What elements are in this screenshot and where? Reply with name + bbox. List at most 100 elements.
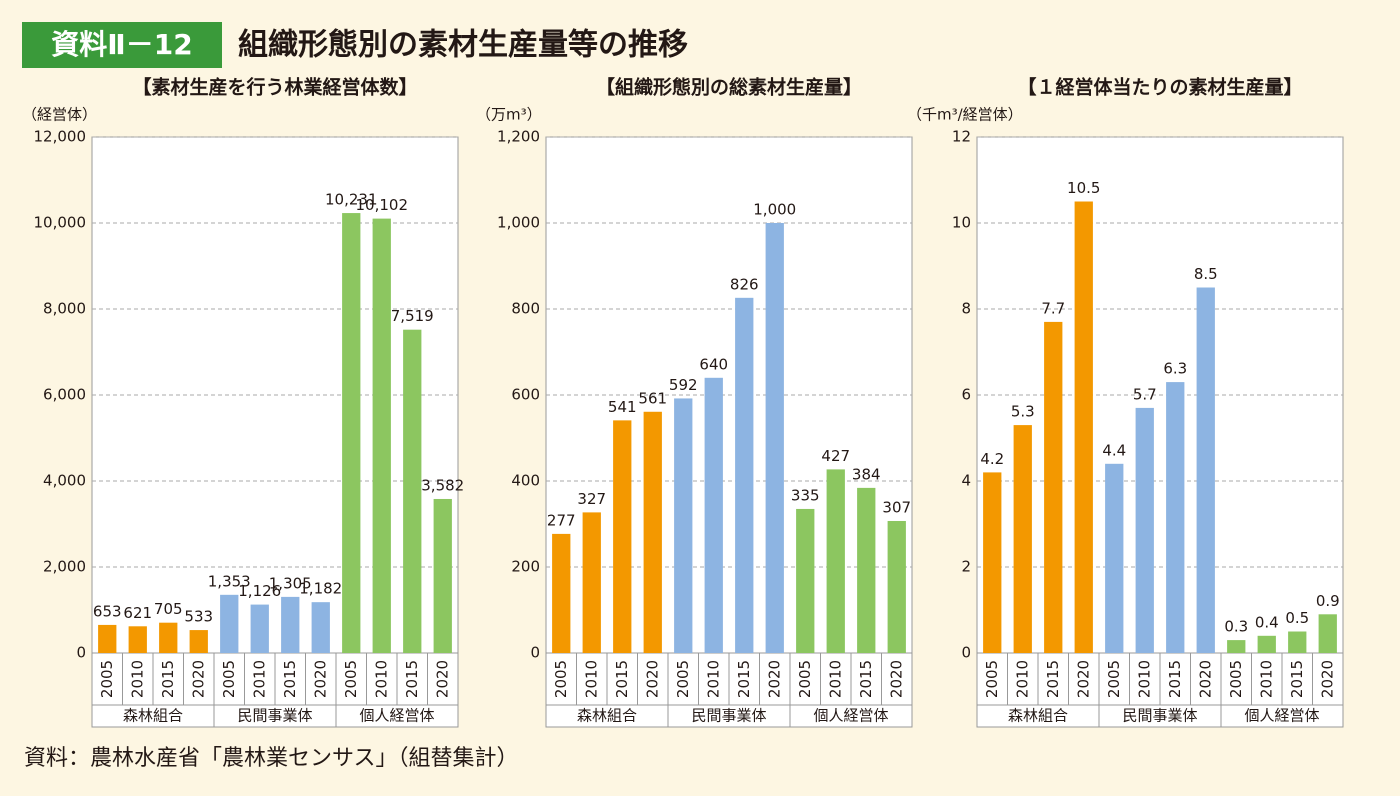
value-label: 1,000 bbox=[753, 201, 796, 219]
value-label: 640 bbox=[699, 355, 728, 373]
bar bbox=[372, 218, 391, 653]
x-tick-label: 2005 bbox=[1105, 660, 1123, 698]
x-tick-label: 2020 bbox=[643, 660, 661, 698]
x-tick-label: 2020 bbox=[887, 660, 905, 698]
bar bbox=[159, 622, 178, 653]
value-label: 0.9 bbox=[1316, 592, 1340, 610]
y-tick-label: 4,000 bbox=[43, 472, 86, 490]
bar bbox=[765, 223, 784, 653]
bar bbox=[552, 533, 571, 653]
group-label: 森林組合 bbox=[577, 707, 637, 725]
x-tick-label: 2020 bbox=[189, 660, 207, 698]
x-tick-label: 2005 bbox=[1227, 660, 1245, 698]
y-tick-label: 6,000 bbox=[43, 386, 86, 404]
bar bbox=[128, 626, 147, 653]
x-tick-label: 2020 bbox=[1318, 660, 1336, 698]
value-label: 1,353 bbox=[208, 572, 251, 590]
x-tick-label: 2010 bbox=[1013, 660, 1031, 698]
x-tick-label: 2005 bbox=[220, 660, 238, 698]
x-tick-label: 2005 bbox=[983, 660, 1001, 698]
x-tick-label: 2015 bbox=[403, 660, 421, 698]
y-tick-label: 0 bbox=[76, 644, 86, 662]
x-tick-label: 2005 bbox=[796, 660, 814, 698]
y-axis-label: （千m³/経営体） bbox=[907, 106, 1023, 124]
x-tick-label: 2020 bbox=[1074, 660, 1092, 698]
y-tick-label: 2 bbox=[961, 558, 971, 576]
x-tick-label: 2005 bbox=[552, 660, 570, 698]
x-tick-label: 2020 bbox=[1196, 660, 1214, 698]
value-label: 561 bbox=[638, 389, 667, 407]
value-label: 4.2 bbox=[980, 450, 1004, 468]
bar bbox=[826, 469, 845, 653]
value-label: 6.3 bbox=[1163, 360, 1187, 378]
bar bbox=[98, 624, 117, 653]
x-tick-label: 2020 bbox=[765, 660, 783, 698]
y-tick-label: 8,000 bbox=[43, 300, 86, 318]
bar bbox=[582, 512, 601, 653]
x-tick-label: 2010 bbox=[1257, 660, 1275, 698]
y-tick-label: 0 bbox=[961, 644, 971, 662]
y-tick-label: 4 bbox=[961, 472, 971, 490]
x-tick-label: 2010 bbox=[582, 660, 600, 698]
bar bbox=[311, 602, 330, 653]
bar bbox=[1196, 287, 1215, 653]
y-tick-label: 600 bbox=[511, 386, 540, 404]
x-tick-label: 2015 bbox=[1288, 660, 1306, 698]
y-axis-label: （経営体） bbox=[22, 106, 97, 124]
value-label: 653 bbox=[93, 602, 122, 620]
value-label: 335 bbox=[791, 486, 820, 504]
y-tick-label: 400 bbox=[511, 472, 540, 490]
bar bbox=[1288, 631, 1307, 653]
y-tick-label: 1,000 bbox=[497, 214, 540, 232]
bar bbox=[433, 498, 452, 653]
x-tick-label: 2015 bbox=[1044, 660, 1062, 698]
bar bbox=[1318, 614, 1337, 653]
group-label: 個人経営体 bbox=[813, 707, 888, 725]
y-tick-label: 1,200 bbox=[497, 128, 540, 146]
value-label: 826 bbox=[730, 275, 759, 293]
source: 資料：農林水産省「農林業センサス」（組替集計） bbox=[24, 746, 519, 771]
page-title: 組織形態別の素材生産量等の推移 bbox=[238, 28, 688, 63]
bar bbox=[857, 487, 876, 653]
value-label: 0.3 bbox=[1224, 618, 1248, 636]
value-label: 427 bbox=[821, 447, 850, 465]
value-label: 705 bbox=[154, 600, 183, 618]
bar bbox=[674, 398, 693, 653]
group-label: 民間事業体 bbox=[691, 707, 766, 725]
label-box bbox=[22, 22, 222, 68]
x-tick-label: 2005 bbox=[98, 660, 116, 698]
x-tick-label: 2020 bbox=[433, 660, 451, 698]
value-label: 533 bbox=[184, 608, 213, 626]
bar bbox=[250, 604, 269, 653]
x-tick-label: 2015 bbox=[613, 660, 631, 698]
y-tick-label: 12 bbox=[952, 128, 971, 146]
bar bbox=[1135, 407, 1154, 653]
bar bbox=[643, 411, 662, 653]
x-tick-label: 2010 bbox=[826, 660, 844, 698]
y-axis-label: （万m³） bbox=[476, 106, 542, 124]
y-tick-label: 800 bbox=[511, 300, 540, 318]
bar bbox=[220, 594, 239, 653]
y-tick-label: 6 bbox=[961, 386, 971, 404]
bar bbox=[342, 213, 361, 653]
bar bbox=[983, 472, 1002, 653]
value-label: 0.5 bbox=[1285, 609, 1309, 627]
x-tick-label: 2020 bbox=[311, 660, 329, 698]
bar bbox=[1013, 425, 1032, 653]
chart-title: 【１経営体当たりの素材生産量】 bbox=[1017, 76, 1302, 99]
value-label: 277 bbox=[547, 511, 576, 529]
bar bbox=[189, 630, 208, 653]
value-label: 384 bbox=[852, 465, 881, 483]
bar bbox=[1257, 635, 1276, 653]
bar bbox=[704, 377, 723, 653]
value-label: 1,182 bbox=[299, 580, 342, 598]
x-tick-label: 2015 bbox=[1166, 660, 1184, 698]
x-tick-label: 2015 bbox=[281, 660, 299, 698]
value-label: 0.4 bbox=[1255, 613, 1279, 631]
x-tick-label: 2015 bbox=[857, 660, 875, 698]
bar bbox=[887, 520, 906, 653]
value-label: 10.5 bbox=[1067, 179, 1100, 197]
y-tick-label: 10,000 bbox=[34, 214, 87, 232]
x-tick-label: 2005 bbox=[342, 660, 360, 698]
